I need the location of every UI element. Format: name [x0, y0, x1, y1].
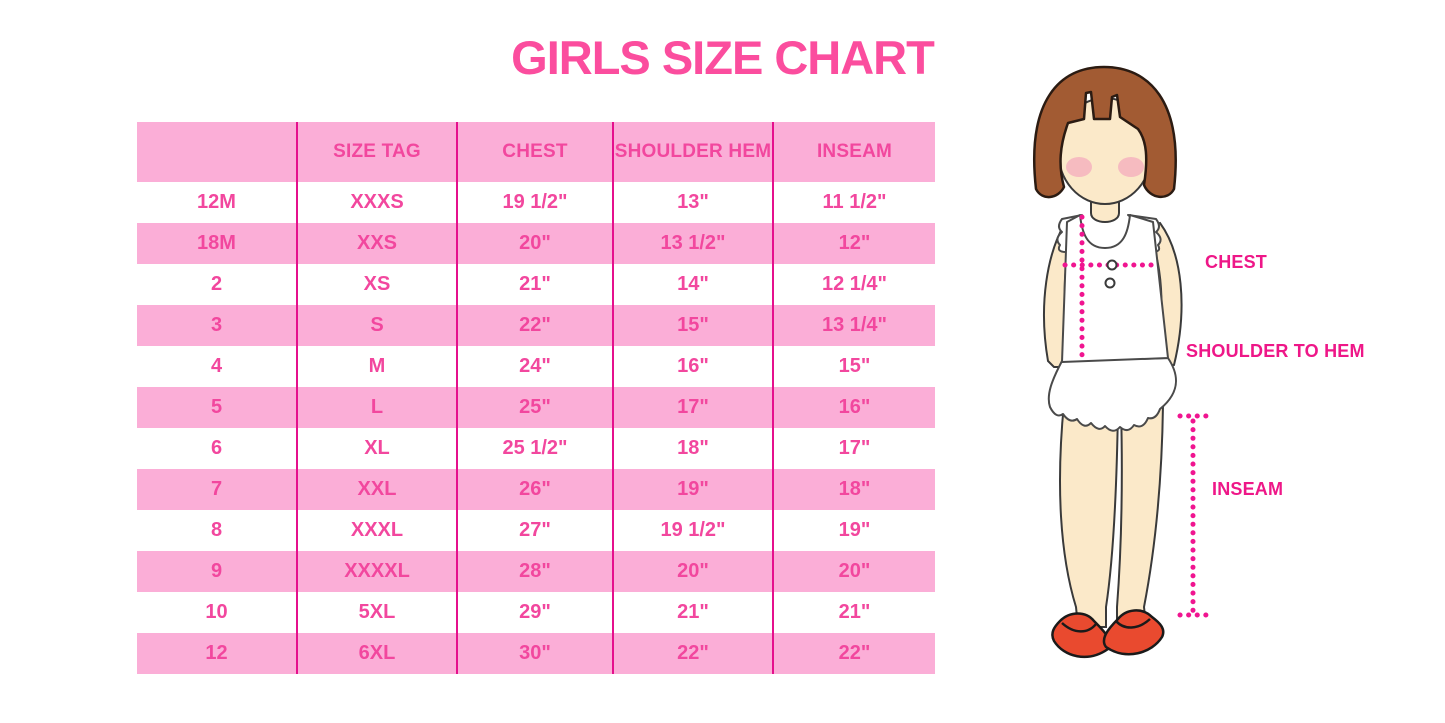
table-cell: 16"	[774, 387, 935, 428]
table-cell: 12"	[774, 223, 935, 264]
table-cell: 5XL	[298, 592, 458, 633]
bodice-button-bottom	[1104, 277, 1116, 289]
table-row: 12 6XL 30" 22" 22"	[137, 633, 935, 674]
girl-skirt	[1047, 357, 1178, 432]
table-cell: 7	[137, 469, 298, 510]
table-cell: 12	[137, 633, 298, 674]
table-cell: 21"	[838, 601, 871, 623]
header-cell	[137, 122, 298, 182]
table-cell: 28"	[458, 551, 614, 592]
girl-shoe-right	[1102, 609, 1165, 656]
table-cell: 18M	[137, 223, 298, 264]
table-cell: 6	[137, 428, 298, 469]
table-cell: 22"	[614, 633, 774, 674]
girl-bodice	[1061, 214, 1169, 363]
table-cell: 19"	[614, 469, 774, 510]
girl-leg-left	[1059, 401, 1120, 628]
table-cell: 19"	[838, 519, 871, 541]
table-row: 10 5XL 29" 21" 21"	[137, 592, 935, 633]
table-cell: L	[298, 387, 458, 428]
table-cell: 14"	[614, 264, 774, 305]
page-title: GIRLS SIZE CHART	[511, 31, 935, 84]
table-cell: XXXL	[298, 510, 458, 551]
table-cell: XXXS	[298, 182, 458, 223]
table-cell: 24"	[458, 346, 614, 387]
table-cell: 3	[137, 305, 298, 346]
table-row: 7 XXL 26" 19" 18"	[137, 469, 935, 510]
table-cell: XXXXL	[298, 551, 458, 592]
table-cell: M	[298, 346, 458, 387]
table-row: 3 S 22" 15" 13 1/4"	[137, 305, 935, 346]
table-cell: S	[298, 305, 458, 346]
table-cell: 19 1/2"	[458, 182, 614, 223]
table-cell: 20"	[774, 551, 935, 592]
table-cell: 10	[137, 592, 298, 633]
table-cell: 25"	[458, 387, 614, 428]
table-cell: XS	[298, 264, 458, 305]
table-cell: 22"	[774, 633, 935, 674]
table-cell: 13 1/4"	[774, 305, 935, 346]
table-cell: 20"	[614, 551, 774, 592]
table-cell: 29"	[458, 592, 614, 633]
table-cell: 25 1/2"	[458, 428, 614, 469]
table-row: 6 XL 25 1/2" 18" 17"	[137, 428, 935, 469]
table-cell: 20"	[458, 223, 614, 264]
table-row: 18M XXS 20" 13 1/2" 12"	[137, 223, 935, 264]
table-cell: 9	[137, 551, 298, 592]
table-row: 8 XXXL 27" 19 1/2" 19"	[137, 510, 935, 551]
bodice-button-top	[1106, 259, 1118, 271]
table-cell: 13 1/2"	[614, 223, 774, 264]
table-cell: 11 1/2"	[822, 191, 887, 213]
shoulder-to-hem-label: SHOULDER TO HEM	[1186, 341, 1365, 361]
table-cell: 17"	[614, 387, 774, 428]
inseam-label: INSEAM	[1212, 479, 1284, 499]
table-cell: 15"	[838, 355, 871, 377]
table-cell: 21"	[458, 264, 614, 305]
chest-label: CHEST	[1205, 252, 1268, 272]
table-row: 5 L 25" 17" 16"	[137, 387, 935, 428]
table-cell: XXS	[298, 223, 458, 264]
table-row: 4 M 24" 16" 15"	[137, 346, 935, 387]
header-cell: INSEAM	[774, 122, 935, 182]
girl-hair	[1033, 65, 1177, 199]
table-cell: 12M	[137, 182, 298, 223]
table-row: SIZE TAG CHEST SHOULDER HEM INSEAM	[137, 122, 935, 182]
table-cell: 4	[137, 346, 298, 387]
table-cell: 12 1/4"	[821, 273, 888, 295]
header-cell: SIZE TAG	[298, 122, 458, 182]
table-row: 9 XXXXL 28" 20" 20"	[137, 551, 935, 592]
girl-illustration	[1033, 65, 1209, 658]
header-cell: SHOULDER HEM	[614, 122, 774, 182]
table-row: 2 XS 21" 14" 12 1/4"	[137, 264, 935, 305]
table-cell: 26"	[458, 469, 614, 510]
table-cell: 16"	[614, 346, 774, 387]
table-cell: 21"	[614, 592, 774, 633]
table-cell: 27"	[458, 510, 614, 551]
table-cell: 17"	[838, 437, 871, 459]
size-table: SIZE TAG CHEST SHOULDER HEM INSEAM 12M XXXS 19…	[137, 122, 935, 674]
girl-leg-right	[1116, 403, 1165, 629]
table-cell: 5	[137, 387, 298, 428]
blush-right-icon	[1118, 157, 1144, 177]
girl-shoe-strap-left	[1061, 622, 1097, 633]
table-cell: 22"	[458, 305, 614, 346]
girl-shoe-strap-right	[1115, 618, 1151, 629]
table-cell: 18"	[774, 469, 935, 510]
table-cell: 13"	[614, 182, 774, 223]
table-cell: 30"	[458, 633, 614, 674]
table-cell: 2	[137, 264, 298, 305]
table-cell: 18"	[614, 428, 774, 469]
header-cell: CHEST	[458, 122, 614, 182]
table-cell: 6XL	[298, 633, 458, 674]
table-cell: 15"	[614, 305, 774, 346]
table-cell: XL	[298, 428, 458, 469]
blush-left-icon	[1066, 157, 1092, 177]
table-cell: XXL	[298, 469, 458, 510]
table-cell: 8	[137, 510, 298, 551]
inseam-measure-line	[1177, 413, 1209, 618]
table-cell: 19 1/2"	[614, 510, 774, 551]
table-row: 12M XXXS 19 1/2" 13" 11 1/2"	[137, 182, 935, 223]
